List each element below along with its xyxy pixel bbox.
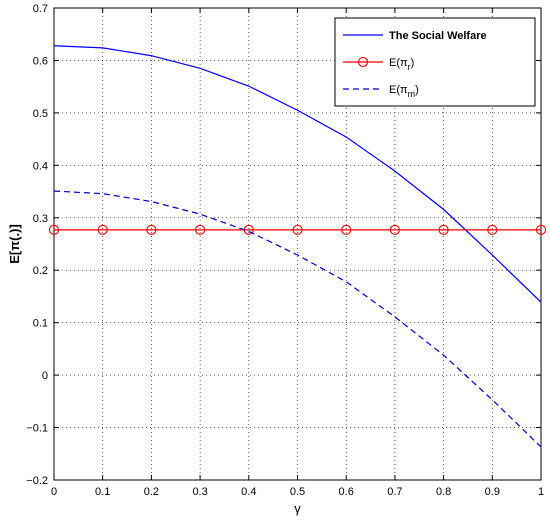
axis-ticks: 0 0.1 0.2 0.3 0.4 0.5 0.6 0.7 0.8 0.9 1 −0.2 −0.1 0 0.… [26,3,544,498]
y-axis-label: E[π(.)] [7,224,22,264]
legend-label-3: E(πm) [389,84,419,99]
x-tick-label: 0.8 [436,486,451,498]
grid [54,8,541,480]
series-2-point [195,224,206,235]
series-layer [48,45,547,448]
y-tick-label: 0 [42,370,48,382]
series-2-point [341,224,352,235]
x-tick-label: 0.7 [387,486,402,498]
y-tick-label: −0.1 [26,423,48,435]
series-2-point [97,224,108,235]
series-2-point [535,224,547,235]
x-tick-label: 0 [51,486,57,498]
x-tick-label: 0.2 [144,486,159,498]
series-line-3 [53,190,542,448]
series-line-1 [53,45,542,303]
x-tick-label: 0.1 [95,486,110,498]
y-tick-label: −0.2 [26,475,48,487]
y-tick-label: 0.7 [33,3,48,15]
series-2-point [292,224,303,235]
y-tick-label: 0.3 [33,213,48,225]
x-tick-label: 0.5 [290,486,305,498]
series-2-point [389,224,400,235]
series-2-point [487,224,498,235]
x-axis-label: γ [294,501,301,516]
legend: The Social Welfare E(πr) E(πm) [334,17,536,107]
series-2-point [146,224,157,235]
x-tick-label: 0.9 [485,486,500,498]
y-tick-label: 0.1 [33,318,48,330]
legend-label-2: E(πr) [389,57,414,72]
x-tick-label: 0.4 [241,486,256,498]
y-tick-label: 0.4 [33,160,48,172]
y-tick-label: 0.6 [33,55,48,67]
y-tick-label: 0.2 [33,265,48,277]
series-2-point [438,224,449,235]
legend-label-1: The Social Welfare [389,30,487,42]
x-tick-label: 0.6 [339,486,354,498]
y-tick-label: 0.5 [33,108,48,120]
series-2-point [48,224,60,235]
legend-marker-2 [357,56,369,68]
x-tick-label: 1 [538,486,544,498]
x-tick-label: 0.3 [192,486,207,498]
